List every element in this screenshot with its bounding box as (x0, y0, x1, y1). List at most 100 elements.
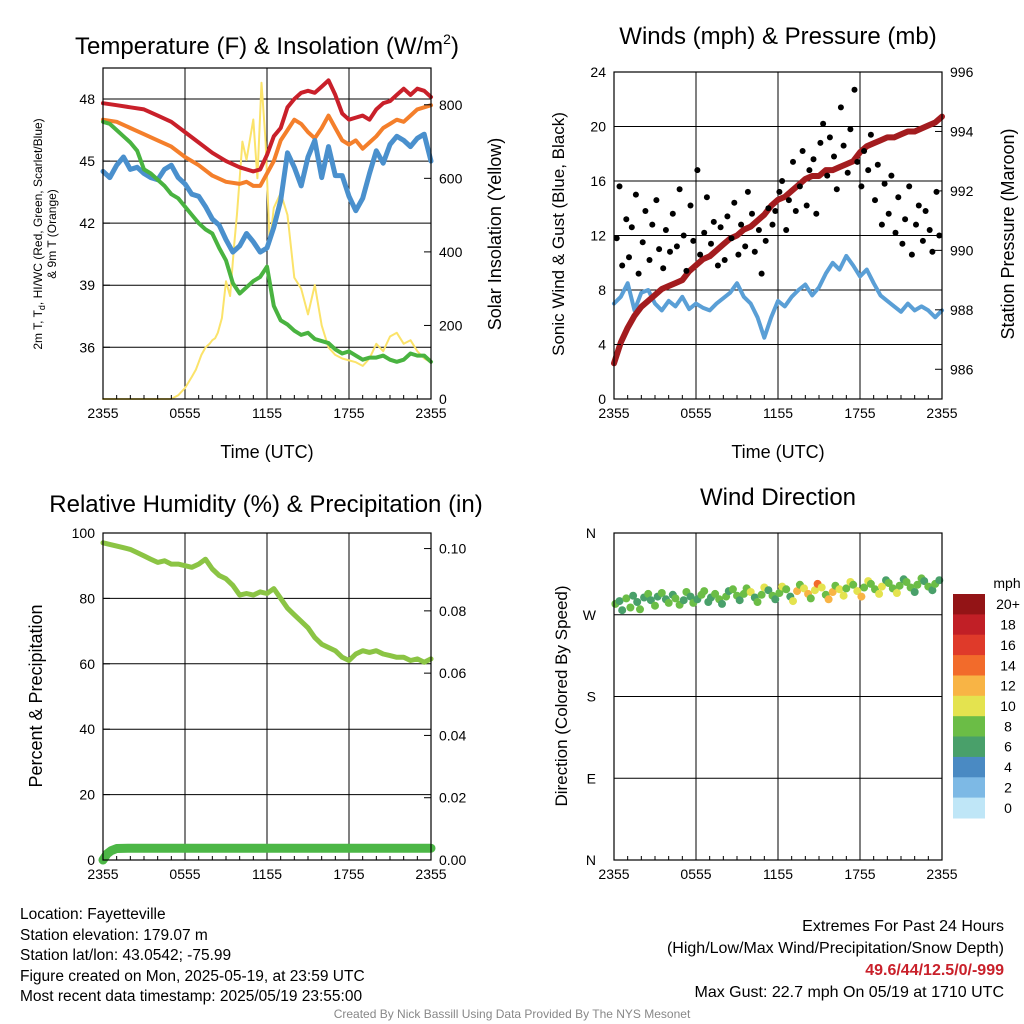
gust-point (858, 183, 865, 190)
direction-tick-label: N (586, 525, 596, 541)
x-tick-label: 1155 (763, 866, 793, 882)
direction-point (735, 596, 744, 605)
colorbar-label: 8 (1004, 718, 1012, 734)
gust-point (738, 221, 745, 228)
gust-point (888, 172, 895, 179)
humidity-title: Relative Humidity (%) & Precipitation (i… (49, 491, 482, 518)
direction-point (842, 584, 851, 593)
temperature-title: Temperature (F) & Insolation (W/m2) (75, 31, 459, 60)
winds-ylabel: Sonic Wind & Gust (Blue, Black) (549, 112, 568, 356)
direction-title: Wind Direction (700, 484, 856, 511)
gust-point (683, 267, 690, 274)
extremes-info: Extremes For Past 24 Hours (High/Low/Max… (667, 916, 1004, 1004)
x-tick-label: 2355 (598, 866, 629, 882)
x-tick-label: 2355 (926, 405, 957, 421)
direction-point (671, 594, 680, 603)
extremes-title: Extremes For Past 24 Hours (802, 918, 1004, 935)
colorbar-label: 14 (1000, 657, 1016, 673)
gust-point (628, 224, 635, 231)
direction-point (629, 591, 638, 600)
series-green (101, 119, 433, 364)
gust-point (710, 218, 717, 225)
gust-point (799, 148, 806, 154)
series-maroon (611, 113, 945, 367)
gust-point (703, 194, 710, 201)
gust-point (653, 197, 660, 204)
gust-point (649, 221, 656, 228)
colorbar-label: 12 (1000, 678, 1016, 694)
gust-point (892, 229, 899, 236)
y2-tick-label: 990 (950, 242, 974, 258)
colorbar-swatch (953, 655, 985, 676)
gust-point (833, 186, 840, 193)
direction-grid (613, 532, 943, 861)
direction-point (860, 583, 869, 592)
y-tick-label: 0 (598, 391, 606, 407)
gust-point (635, 270, 642, 277)
y-tick-label: 80 (79, 590, 95, 606)
gust-point (613, 235, 620, 242)
x-tick-label: 0555 (169, 866, 200, 882)
direction-point (935, 576, 944, 585)
gust-point (639, 239, 646, 246)
winds-grid (613, 71, 943, 400)
direction-point (806, 594, 815, 603)
gust-point (837, 104, 844, 111)
temperature-y2label: Solar Insolation (Yellow) (485, 138, 505, 330)
colorbar-label: 6 (1004, 739, 1012, 755)
direction-point (728, 585, 737, 594)
colorbar-label: 0 (1004, 800, 1012, 816)
direction-point (910, 588, 919, 596)
direction-point (895, 581, 904, 590)
gust-point (790, 158, 796, 165)
gust-point (667, 248, 673, 255)
colorbar-swatch (953, 736, 985, 758)
gust-point (721, 257, 728, 263)
station-elevation: Station elevation: 179.07 m (20, 926, 208, 944)
gust-point (690, 237, 697, 244)
humidity-grid (102, 532, 432, 861)
gust-point (697, 251, 704, 258)
temperature-panel: Temperature (F) & Insolation (W/m2) 2355… (31, 31, 505, 462)
gust-point (642, 208, 649, 214)
direction-point (679, 596, 688, 605)
y-tick-label: 20 (590, 119, 606, 135)
colorbar-swatch (953, 777, 985, 799)
y2-tick-label: 988 (950, 302, 974, 318)
direction-point (753, 598, 762, 606)
y-tick-label: 42 (79, 215, 95, 231)
x-tick-label: 1155 (252, 866, 282, 882)
direction-ylabel: Direction (Colored By Speed) (552, 585, 571, 806)
direction-point (636, 605, 644, 614)
gust-point (626, 254, 632, 261)
direction-point (664, 598, 673, 607)
direction-point (746, 588, 755, 596)
direction-point (853, 587, 862, 596)
colorbar-swatch (953, 797, 985, 819)
gust-point (758, 270, 765, 277)
gust-point (742, 243, 749, 250)
series-wind (612, 253, 944, 340)
winds-y2label: Station Pressure (Maroon) (998, 128, 1018, 339)
gust-point (744, 188, 751, 195)
direction-point (817, 583, 826, 592)
direction-point (810, 586, 819, 595)
station-location: Location: Fayetteville (20, 906, 166, 923)
direction-point (913, 580, 922, 589)
gust-point (776, 188, 783, 195)
series-orange (101, 103, 433, 188)
direction-point (793, 587, 802, 596)
x-tick-label: 2355 (598, 405, 629, 421)
figure-created: Figure created on Mon, 2025-05-19, at 23… (20, 967, 365, 985)
direction-point (764, 586, 773, 595)
gust-point (662, 227, 669, 233)
x-tick-label: 2355 (415, 405, 446, 421)
gust-point (751, 248, 758, 255)
x-tick-label: 2355 (87, 405, 118, 421)
colorbar-label: 10 (1000, 698, 1016, 714)
direction-point (718, 599, 726, 608)
direction-point (657, 589, 666, 597)
direction-point (700, 587, 709, 596)
colorbar-label: 4 (1004, 759, 1012, 775)
gust-point (881, 180, 888, 187)
